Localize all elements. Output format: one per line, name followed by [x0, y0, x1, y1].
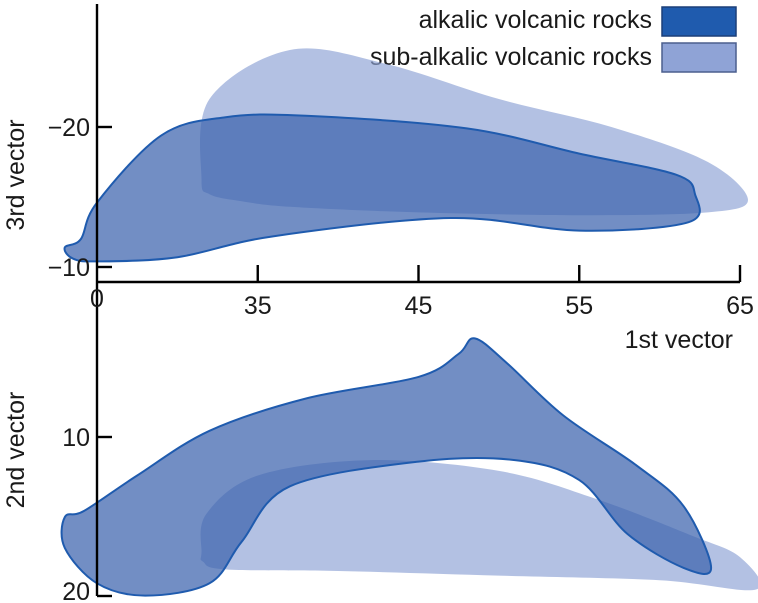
regions: [60, 48, 758, 597]
x-axis-title: 1st vector: [625, 326, 733, 354]
legend: alkalic volcanic rocks sub-alkalic volca…: [370, 6, 737, 73]
legend-swatch-alkalic: [661, 6, 737, 37]
bottom-y-axis-title: 2nd vector: [2, 392, 30, 509]
bottom-region-subalkalic: [200, 460, 758, 591]
legend-label-subalkalic: sub-alkalic volcanic rocks: [370, 43, 652, 71]
top-y-axis-title: 3rd vector: [2, 119, 30, 230]
bottom-y-tick-label-20: 20: [62, 578, 90, 603]
bottom-region-alkalic: [60, 337, 713, 597]
x-tick-label-45: 45: [405, 292, 433, 320]
bottom-y-tick-label-10: 10: [62, 424, 90, 452]
top-y-tick-label--10: −10: [48, 254, 90, 282]
x-origin-label: 0: [90, 285, 104, 313]
x-tick-label-65: 65: [726, 292, 754, 320]
top-region-alkalic: [63, 113, 701, 263]
x-tick-label-35: 35: [244, 292, 272, 320]
legend-label-alkalic: alkalic volcanic rocks: [419, 6, 652, 34]
ticks: 35 45 55 65 −20 −10 10 20: [48, 114, 754, 603]
top-y-tick-label--20: −20: [48, 114, 90, 142]
x-tick-label-55: 55: [565, 292, 593, 320]
legend-swatch-subalkalic: [661, 42, 737, 73]
